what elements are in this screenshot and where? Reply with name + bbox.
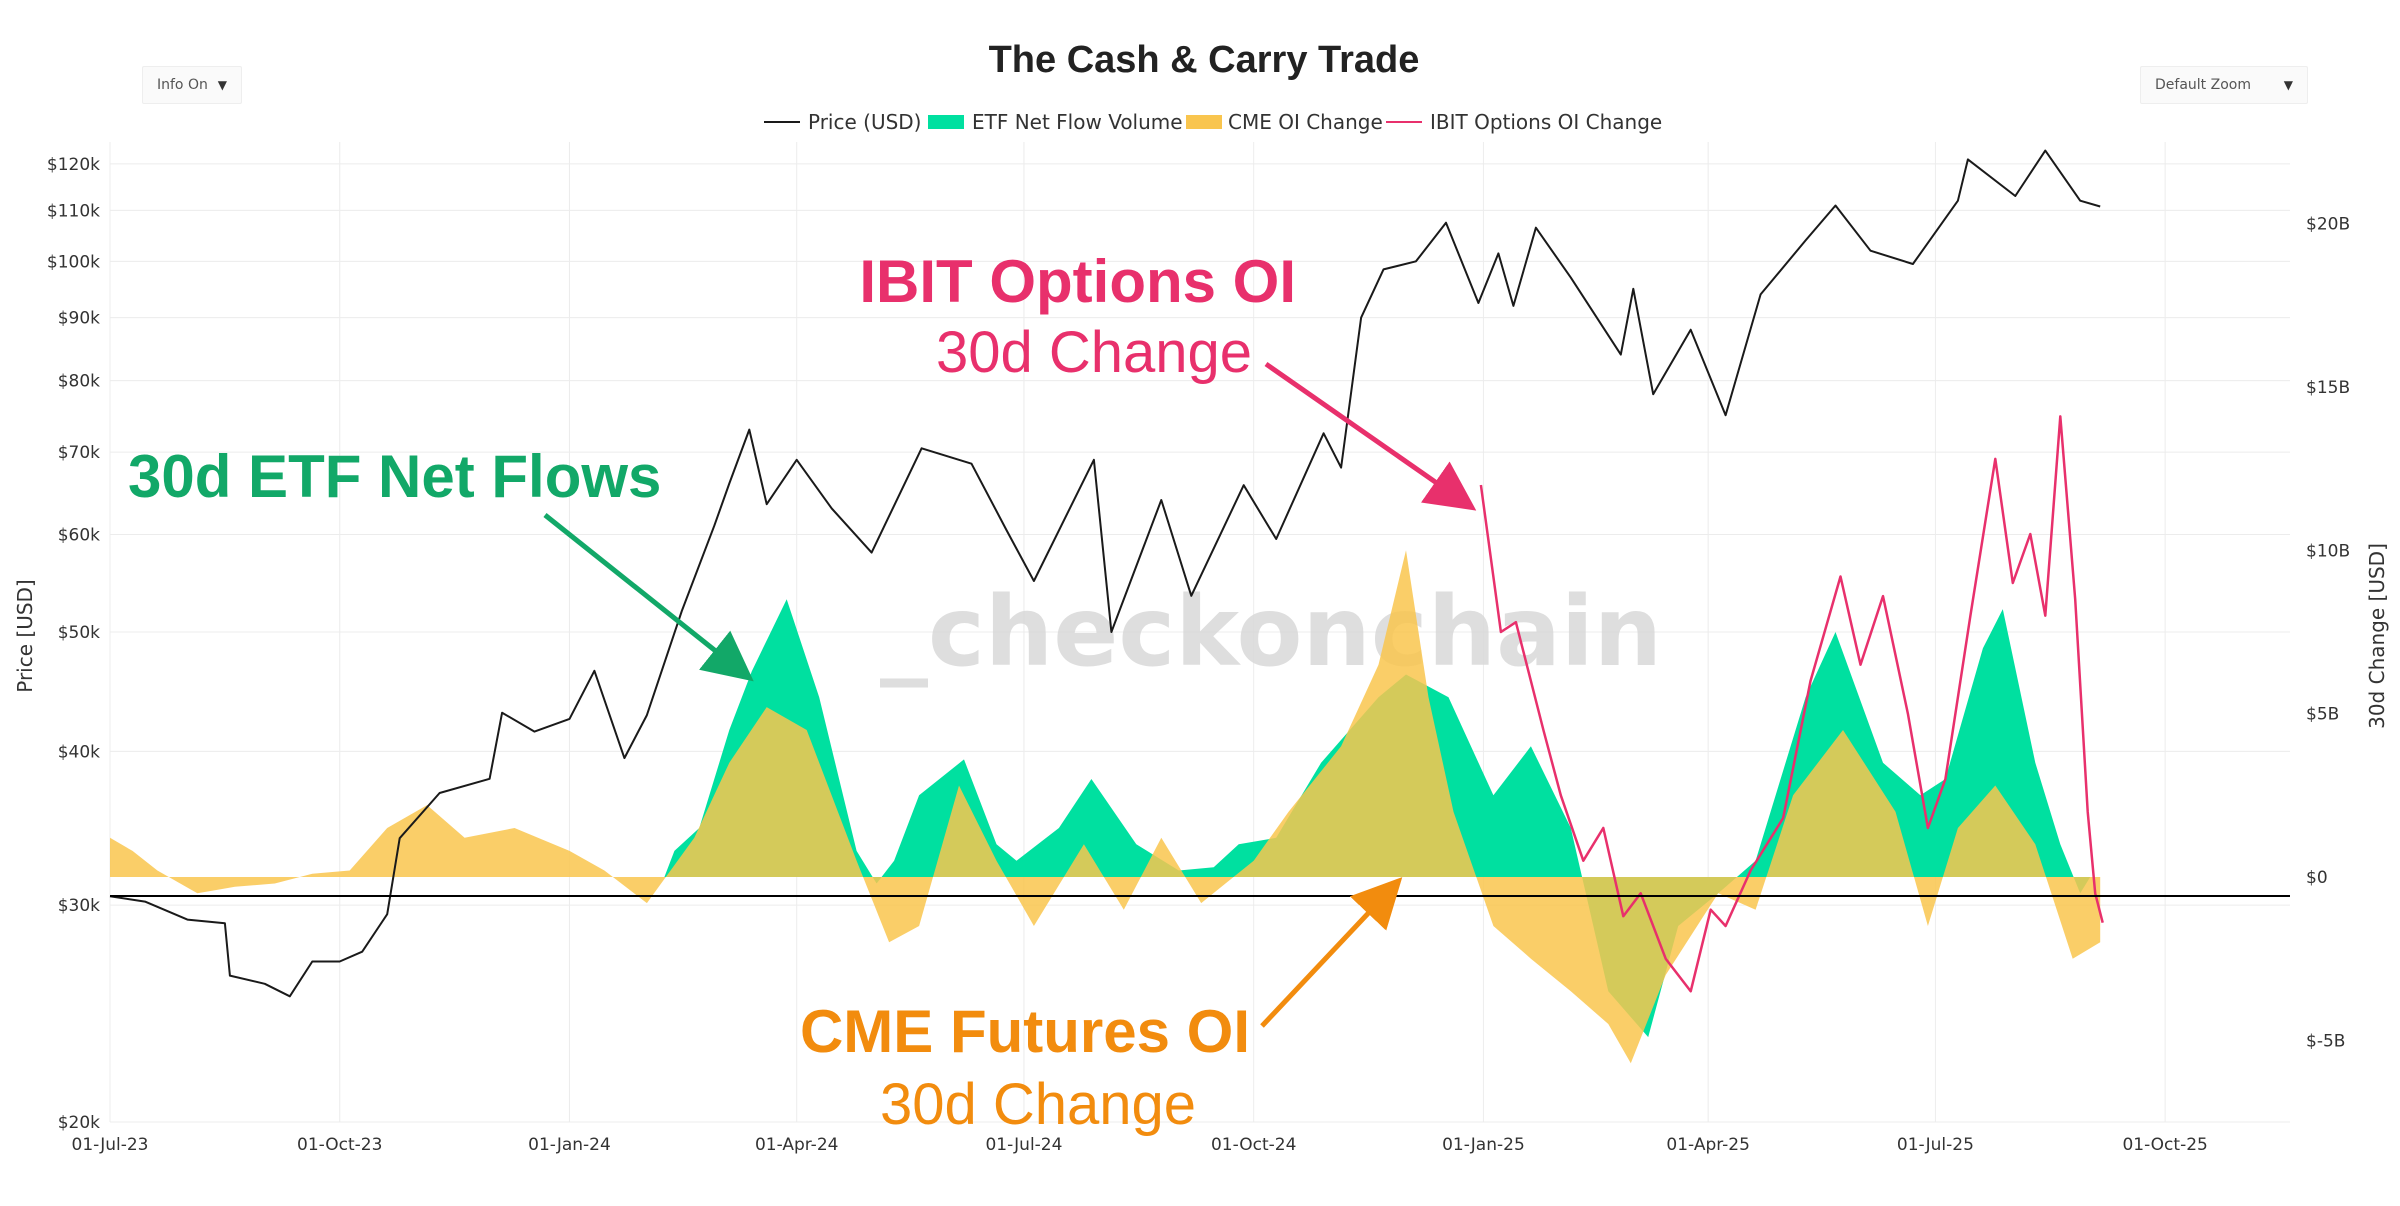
info-toggle-dropdown[interactable]: Info On ▼ <box>142 66 242 104</box>
x-tick-label: 01-Apr-25 <box>1666 1135 1749 1155</box>
y-tick-label: $70k <box>58 443 100 463</box>
legend-label-cme: CME OI Change <box>1228 110 1383 134</box>
cme-annotation: CME Futures OI 30d Change <box>800 877 1403 1137</box>
x-tick-label: 01-Jul-23 <box>72 1135 149 1155</box>
chart-title: The Cash & Carry Trade <box>989 39 1420 81</box>
series-layer <box>109 149 2104 1064</box>
x-tick-label: 01-Oct-25 <box>2122 1135 2207 1155</box>
y-tick-label: $80k <box>58 372 100 392</box>
ibit-annotation-subtitle: 30d Change <box>936 320 1252 385</box>
y2-tick-label: $10B <box>2306 541 2350 561</box>
y-tick-label: $110k <box>47 201 100 221</box>
legend-label-etf: ETF Net Flow Volume <box>972 110 1183 134</box>
axes: Price [USD] 30d Change [USD] 01-Jul-23 01… <box>13 155 2389 1155</box>
y-tick-label: $90k <box>58 309 100 329</box>
chevron-down-icon: ▼ <box>2283 78 2293 92</box>
info-toggle-label: Info On <box>157 77 208 93</box>
series-line-price <box>109 149 2101 998</box>
legend-item-ibit[interactable]: IBIT Options OI Change <box>1386 110 1662 134</box>
y2-axis-title: 30d Change [USD] <box>2365 543 2389 729</box>
x-tick-label: 01-Oct-24 <box>1211 1135 1296 1155</box>
watermark: _checkonchain <box>880 576 1662 688</box>
legend-item-price[interactable]: Price (USD) <box>764 110 922 134</box>
x-tick-label: 01-Jan-25 <box>1442 1135 1525 1155</box>
legend-item-etf[interactable]: ETF Net Flow Volume <box>928 110 1183 134</box>
chevron-down-icon: ▼ <box>217 78 227 92</box>
y-axis-title: Price [USD] <box>13 579 37 693</box>
ibit-annotation-arrow <box>1264 361 1477 511</box>
y-tick-label: $60k <box>58 526 100 546</box>
ibit-annotation-title: IBIT Options OI <box>859 248 1296 315</box>
y-tick-label: $100k <box>47 252 100 272</box>
legend-label-ibit: IBIT Options OI Change <box>1430 110 1662 134</box>
cme-annotation-subtitle: 30d Change <box>880 1072 1196 1137</box>
y2-tick-label: $20B <box>2306 215 2350 235</box>
ibit-annotation: IBIT Options OI 30d Change <box>859 248 1477 511</box>
y2-tick-label: $0 <box>2306 868 2328 888</box>
x-tick-label: 01-Apr-24 <box>755 1135 838 1155</box>
y-tick-label: $120k <box>47 155 100 175</box>
gridlines <box>109 142 2290 1123</box>
zoom-label: Default Zoom <box>2155 77 2251 93</box>
zoom-dropdown[interactable]: Default Zoom ▼ <box>2140 66 2308 104</box>
y-tick-label: $20k <box>58 1113 100 1133</box>
series-area-cme <box>110 550 2101 1064</box>
x-tick-label: 01-Oct-23 <box>297 1135 382 1155</box>
legend-item-cme[interactable]: CME OI Change <box>1186 110 1383 134</box>
y2-tick-label: $-5B <box>2306 1031 2345 1051</box>
etf-annotation-arrow <box>543 513 754 682</box>
watermark-text: _checkonchain <box>880 576 1662 688</box>
x-tick-label: 01-Jul-24 <box>985 1135 1062 1155</box>
series-line-ibit <box>1479 415 2104 993</box>
annotations: 30d ETF Net Flows IBIT Options OI 30d Ch… <box>128 248 1477 1137</box>
cme-annotation-arrow <box>1260 877 1403 1028</box>
y2-tick-label: $15B <box>2306 378 2350 398</box>
y-tick-label: $30k <box>58 896 100 916</box>
y-tick-label: $50k <box>58 623 100 643</box>
etf-annotation: 30d ETF Net Flows <box>128 443 754 682</box>
cme-annotation-title: CME Futures OI <box>800 998 1250 1065</box>
legend: Price (USD) ETF Net Flow Volume CME OI C… <box>764 110 1662 134</box>
etf-annotation-label: 30d ETF Net Flows <box>128 443 661 510</box>
y2-tick-label: $5B <box>2306 705 2339 725</box>
y-tick-label: $40k <box>58 742 100 762</box>
legend-label-price: Price (USD) <box>808 110 922 134</box>
x-tick-label: 01-Jul-25 <box>1897 1135 1974 1155</box>
x-tick-label: 01-Jan-24 <box>528 1135 611 1155</box>
